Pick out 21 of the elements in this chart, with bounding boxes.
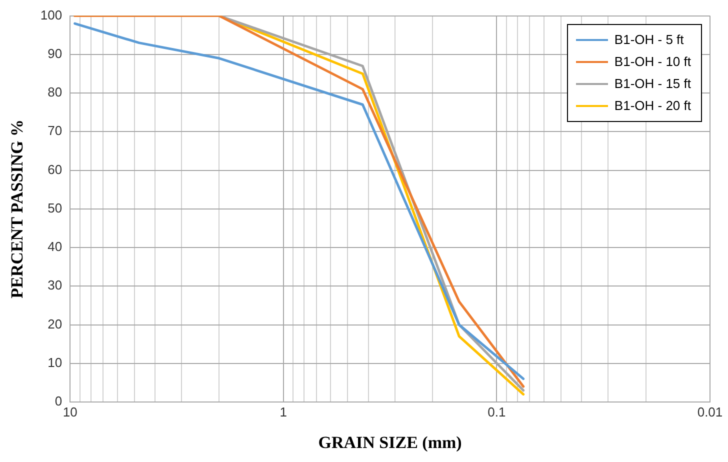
- y-tick-label: 100: [40, 7, 62, 22]
- y-tick-label: 10: [48, 354, 62, 370]
- y-axis-title: PERCENT PASSING %: [8, 119, 27, 298]
- x-tick-label: 0.01: [697, 404, 723, 420]
- x-tick-label: 0.1: [488, 404, 506, 420]
- legend-label: B1-OH - 15 ft: [614, 76, 691, 92]
- y-tick-label: 70: [48, 123, 62, 138]
- y-tick-label: 80: [48, 84, 62, 100]
- y-tick-label: 30: [48, 278, 62, 293]
- y-tick-label: 0: [54, 394, 62, 409]
- legend-label: B1-OH - 10 ft: [614, 54, 691, 70]
- x-tick-label: 10: [62, 404, 78, 420]
- y-tick-label: 40: [48, 239, 62, 254]
- x-tick-label: 1: [280, 404, 288, 420]
- x-axis-title: GRAIN SIZE (mm): [318, 433, 462, 452]
- legend-label: B1-OH - 20 ft: [614, 98, 691, 114]
- y-tick-label: 20: [48, 316, 62, 332]
- y-tick-label: 60: [48, 162, 62, 177]
- y-tick-label: 50: [48, 200, 62, 216]
- legend-label: B1-OH - 5 ft: [614, 32, 684, 48]
- y-tick-label: 90: [48, 46, 62, 61]
